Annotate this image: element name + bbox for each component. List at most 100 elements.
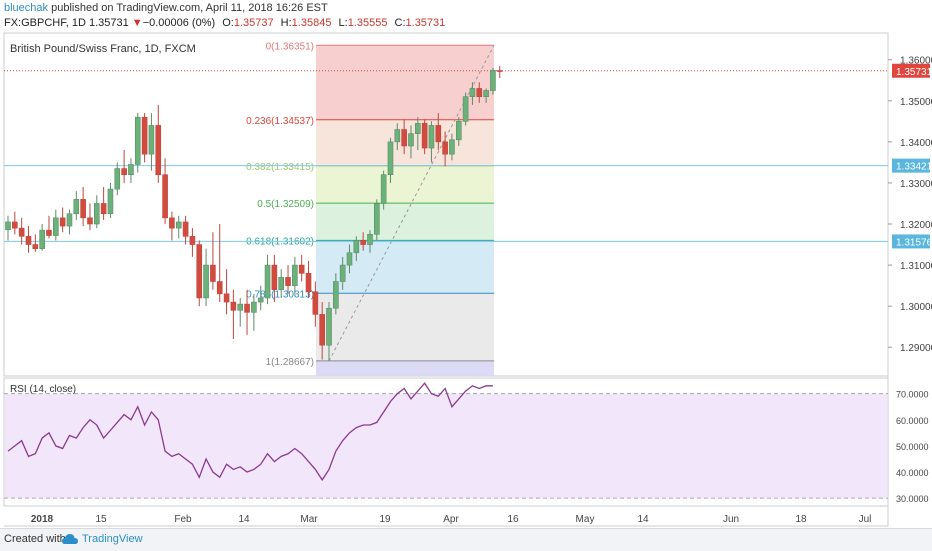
y-tick-label: 1.36000 <box>900 56 932 67</box>
candle-body <box>100 203 107 215</box>
candle-body <box>496 70 503 72</box>
fib-zone-0.786 <box>316 293 494 361</box>
candle-body <box>46 229 52 236</box>
x-tick-label: Mar <box>300 514 318 525</box>
price-tag-label: 1.35731 <box>896 67 932 78</box>
candle-body <box>462 96 469 122</box>
x-tick-label: May <box>576 514 595 525</box>
candle-body <box>394 129 401 143</box>
candle-body <box>66 213 73 227</box>
x-tick-label: Jun <box>723 514 739 525</box>
rsi-tick-label: 40.0000 <box>896 468 929 478</box>
candle-body <box>469 88 476 97</box>
y-tick-label: 1.34000 <box>900 138 932 149</box>
candle-body <box>292 264 298 286</box>
rsi-title: RSI (14, close) <box>10 384 76 395</box>
candle-body <box>93 203 100 225</box>
price-tag <box>892 63 930 78</box>
price-change: −0.00006 (0%) <box>142 17 216 29</box>
high-label: H: <box>280 17 292 29</box>
candle-body <box>121 168 127 176</box>
candle-body <box>298 264 305 274</box>
high-value: 1.35845 <box>291 17 332 29</box>
candle-body <box>203 264 209 299</box>
chart-canvas[interactable]: 0(1.36351) 0.236(1.34537) 0.382(1.33415) 0.… <box>0 0 932 528</box>
candle-body <box>134 116 141 165</box>
candle-body <box>442 141 448 155</box>
candle-body <box>223 293 230 303</box>
candle-body <box>182 221 189 237</box>
candle-body <box>169 217 175 229</box>
rsi-band <box>5 393 887 499</box>
candle-body <box>305 273 312 293</box>
price-tag <box>892 158 930 173</box>
open-label: O: <box>222 17 234 29</box>
candle-body <box>87 217 93 225</box>
candle-body <box>278 277 285 291</box>
x-tick-label: 18 <box>795 514 807 525</box>
x-tick-label: 15 <box>95 514 107 525</box>
candle-body <box>257 297 264 303</box>
rsi-tick-label: 50.0000 <box>896 442 929 452</box>
candle-body <box>25 236 32 245</box>
price-tag <box>892 234 930 249</box>
candle-body <box>490 70 496 91</box>
fib-zone-0.382 <box>316 165 494 204</box>
candle-body <box>107 188 114 215</box>
rsi-tick-label: 30.0000 <box>896 494 929 504</box>
x-tick-label: Apr <box>443 514 459 525</box>
chart-title: British Pound/Swiss Franc, 1D, FXCM <box>10 43 196 55</box>
candle-body <box>312 291 319 315</box>
candle-body <box>264 264 271 299</box>
x-tick-label: Jul <box>859 514 872 525</box>
author-link[interactable]: bluechak <box>4 2 49 14</box>
x-tick-label: Feb <box>174 514 192 525</box>
candle-body <box>175 221 182 229</box>
candle-body <box>73 199 80 215</box>
fib-level-label: 0.5(1.32509) <box>257 199 314 210</box>
candle-body <box>244 303 250 313</box>
ohlc-legend: FX:GBPCHF, 1D 1.35731 ▼−0.00006 (0%) O:1… <box>4 17 445 29</box>
candle-body <box>339 264 346 282</box>
x-tick-label: 19 <box>379 514 391 525</box>
candle-body <box>5 221 11 231</box>
candle-body <box>251 301 257 313</box>
candle-body <box>326 307 332 346</box>
candle-body <box>408 133 414 147</box>
x-tick-label: 14 <box>637 514 649 525</box>
price-tag-label: 1.33421 <box>896 162 932 173</box>
y-tick-label: 1.29000 <box>900 343 932 354</box>
candle-body <box>285 277 291 286</box>
candle-body <box>380 174 387 204</box>
candle-body <box>216 281 223 295</box>
candle-body <box>32 244 39 249</box>
x-tick-label: 16 <box>507 514 519 525</box>
candle-body <box>53 217 59 236</box>
tradingview-brand-link[interactable]: TradingView <box>82 533 143 545</box>
fib-level-label: 0.786(1.30313) <box>246 289 314 300</box>
y-tick-label: 1.32000 <box>900 220 932 231</box>
y-tick-label: 1.31000 <box>900 261 932 272</box>
candle-body <box>319 314 325 346</box>
x-tick-label: 2018 <box>31 514 54 525</box>
candle-body <box>414 123 421 134</box>
candle-body <box>12 221 18 229</box>
low-value: 1.35555 <box>347 17 388 29</box>
candle-body <box>476 88 483 97</box>
candle-body <box>353 240 360 254</box>
last-price: 1.35731 <box>88 17 129 29</box>
candle-body <box>230 301 237 311</box>
candle-body <box>367 233 373 245</box>
candle-body <box>271 264 278 291</box>
x-tick-label: 14 <box>238 514 250 525</box>
candle-body <box>141 116 148 155</box>
candle-body <box>210 264 216 282</box>
rsi-line <box>7 382 493 482</box>
candle-body <box>360 240 366 245</box>
price-tag-label: 1.31576 <box>896 237 932 248</box>
rsi-tick-label: 70.0000 <box>896 390 929 400</box>
candle-body <box>374 203 380 235</box>
fib-zone-0.618 <box>316 240 494 294</box>
candle-body <box>237 303 244 311</box>
candle-body <box>39 229 45 249</box>
